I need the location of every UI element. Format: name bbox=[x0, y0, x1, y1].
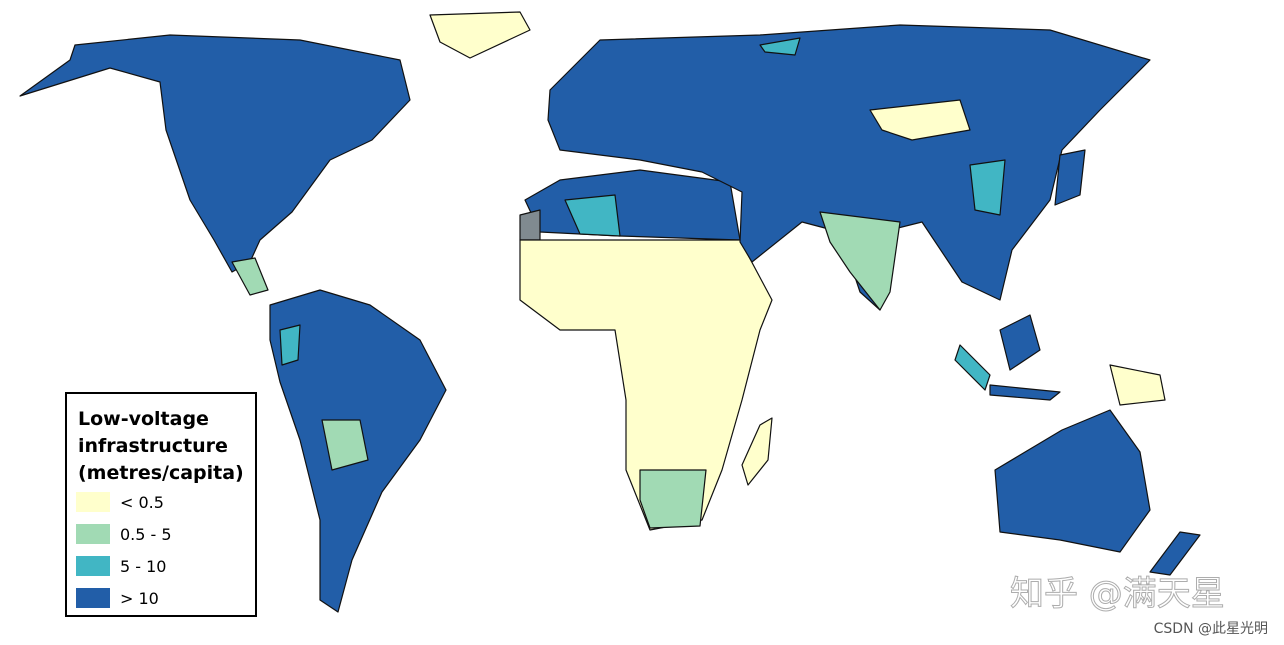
region bbox=[279, 324, 301, 366]
region bbox=[969, 159, 1006, 216]
region bbox=[639, 469, 707, 529]
region bbox=[759, 37, 801, 56]
legend-label: 5 - 10 bbox=[120, 557, 166, 576]
region bbox=[1109, 364, 1166, 406]
watermark: 知乎 @满天星 bbox=[1010, 574, 1225, 614]
watermark: CSDN @此星光明 bbox=[1154, 621, 1268, 637]
legend-swatch bbox=[76, 588, 110, 608]
legend-swatch bbox=[76, 556, 110, 576]
region bbox=[231, 257, 269, 296]
region bbox=[564, 194, 621, 237]
region bbox=[954, 344, 991, 391]
world-map bbox=[19, 11, 1201, 613]
region bbox=[429, 11, 531, 59]
region bbox=[19, 34, 411, 273]
legend-title: (metres/capita) bbox=[78, 462, 244, 484]
legend-label: > 10 bbox=[120, 589, 159, 608]
region bbox=[999, 314, 1041, 371]
legend-title: Low-voltage bbox=[78, 408, 209, 430]
legend-items: < 0.5 0.5 - 5 5 - 10 > 10 bbox=[76, 492, 172, 608]
region bbox=[819, 211, 901, 311]
region bbox=[741, 417, 773, 486]
region bbox=[1054, 149, 1086, 206]
region bbox=[321, 419, 369, 471]
region bbox=[869, 99, 971, 141]
legend-title: infrastructure bbox=[78, 435, 228, 457]
legend-label: < 0.5 bbox=[120, 493, 164, 512]
legend-label: 0.5 - 5 bbox=[120, 525, 172, 544]
region bbox=[547, 24, 1151, 311]
region bbox=[1149, 531, 1201, 576]
legend-swatch bbox=[76, 524, 110, 544]
legend-swatch bbox=[76, 492, 110, 512]
region bbox=[989, 384, 1061, 401]
region bbox=[994, 409, 1151, 553]
legend: Low-voltage infrastructure (metres/capit… bbox=[65, 392, 257, 617]
region bbox=[524, 169, 741, 241]
region bbox=[519, 209, 541, 241]
